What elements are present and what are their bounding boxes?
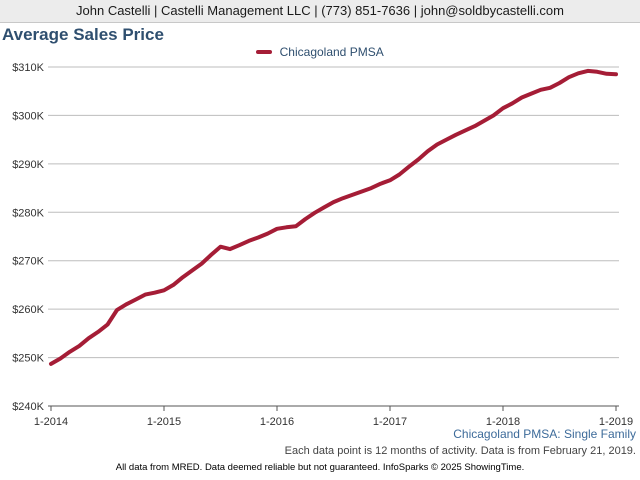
line-chart[interactable]: $240K $250K $260K $270K $280K $290K $300K $310K… bbox=[0, 0, 640, 430]
y-tick-label: $280K bbox=[12, 207, 44, 219]
y-tick-label: $290K bbox=[12, 159, 44, 171]
x-tick-label: 1-2017 bbox=[373, 416, 407, 428]
x-tick-label: 1-2016 bbox=[260, 416, 294, 428]
y-tick-label: $300K bbox=[12, 110, 44, 122]
chart-title: Average Sales Price bbox=[2, 25, 164, 44]
x-tick-label: 1-2014 bbox=[34, 416, 68, 428]
y-tick-label: $310K bbox=[12, 62, 44, 74]
x-tick-label: 1-2019 bbox=[599, 416, 633, 428]
legend-swatch bbox=[256, 49, 273, 54]
y-tick-label: $270K bbox=[12, 256, 44, 268]
x-tick-label: 1-2015 bbox=[147, 416, 181, 428]
y-tick-label: $250K bbox=[12, 353, 44, 365]
series-line[interactable] bbox=[49, 68, 618, 366]
chart-subtitle: Chicagoland PMSA: Single Family bbox=[453, 427, 636, 441]
footer-disclaimer: All data from MRED. Data deemed reliable… bbox=[115, 462, 525, 473]
y-tick-label: $260K bbox=[12, 304, 44, 316]
header-contact-text: John Castelli | Castelli Management LLC … bbox=[76, 3, 564, 18]
y-tick-label: $240K bbox=[12, 401, 44, 413]
x-tick-label: 1-2018 bbox=[486, 416, 520, 428]
legend-label: Chicagoland PMSA bbox=[279, 45, 384, 59]
chart-legend[interactable]: Chicagoland PMSA bbox=[0, 45, 640, 59]
header-contact-bar: John Castelli | Castelli Management LLC … bbox=[0, 0, 640, 23]
data-note: Each data point is 12 months of activity… bbox=[284, 445, 636, 457]
